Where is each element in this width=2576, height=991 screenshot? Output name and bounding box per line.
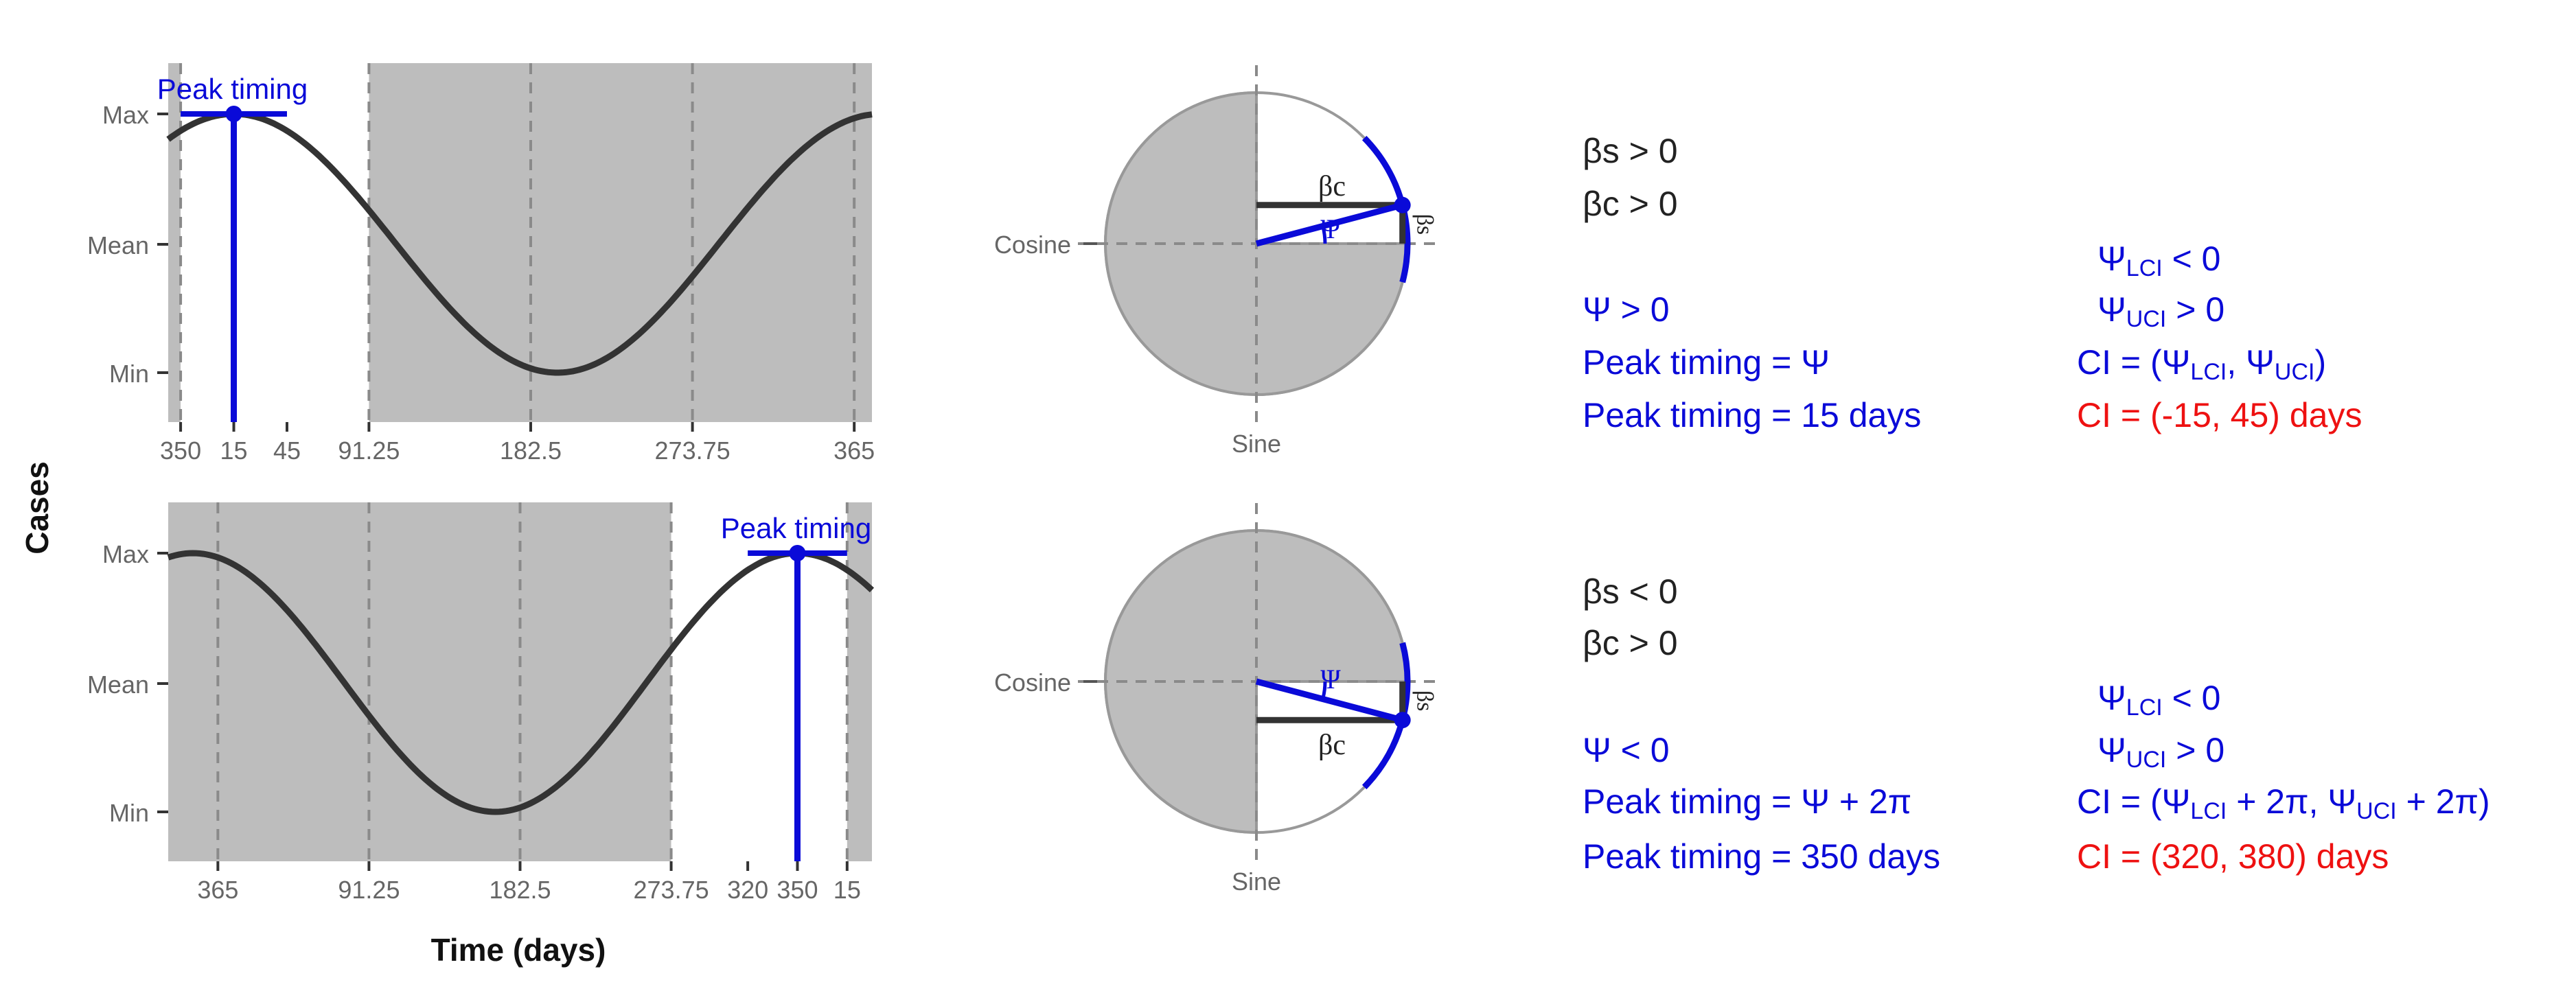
x-axis-title: Time (days) bbox=[431, 932, 606, 968]
beta-c-label: βc bbox=[1318, 730, 1346, 761]
beta-c-condition-bottom: βc > 0 bbox=[1583, 624, 1678, 662]
x-tick-label: 350 bbox=[777, 876, 818, 904]
bottom-phase-circle: Cosine Sine βc Ψβs bbox=[994, 503, 1438, 896]
x-tick-label: 350 bbox=[160, 436, 201, 465]
cosine-axis-label: Cosine bbox=[994, 668, 1071, 697]
seasonal-curve bbox=[167, 550, 875, 815]
peak-formula-top: Peak timing = Ψ bbox=[1583, 343, 1830, 382]
x-tick-label: 15 bbox=[220, 436, 248, 465]
beta-s-condition-bottom: βs < 0 bbox=[1583, 572, 1678, 611]
top-phase-circle: Cosine Sine βc Ψ βs bbox=[994, 65, 1438, 458]
lci-condition-bottom: ΨLCI < 0 bbox=[2097, 679, 2221, 721]
psi-point bbox=[1394, 196, 1411, 213]
x-tick-label: 320 bbox=[727, 876, 768, 904]
psi-angle-arc bbox=[1321, 225, 1327, 244]
uci-condition-top: ΨUCI > 0 bbox=[2097, 290, 2225, 332]
beta-c-label: βc bbox=[1318, 171, 1346, 202]
x-tick-label: 91.25 bbox=[338, 876, 400, 904]
x-tick-label: 365 bbox=[197, 876, 238, 904]
x-tick-label: 273.75 bbox=[634, 876, 709, 904]
y-tick-label: Mean bbox=[87, 671, 149, 699]
beta-c-condition-top: βc > 0 bbox=[1583, 185, 1678, 223]
beta-s-condition-top: βs > 0 bbox=[1583, 132, 1678, 170]
bottom-time-series-panel: Peak timing Max Mean Min 365 91.25 182.5 273.75… bbox=[87, 502, 875, 904]
psi-vector bbox=[1255, 678, 1403, 723]
peak-point bbox=[225, 106, 242, 122]
psi-condition-bottom: Ψ < 0 bbox=[1583, 731, 1670, 769]
ci-formula-bottom: CI = (ΨLCI + 2π, ΨUCI + 2π) bbox=[2077, 782, 2490, 824]
x-tick-label: 273.75 bbox=[655, 436, 731, 465]
psi-angle-arc bbox=[1321, 681, 1327, 700]
x-tick-label: 45 bbox=[273, 436, 301, 465]
x-tick-label: 15 bbox=[833, 876, 861, 904]
x-tick-label: 182.5 bbox=[489, 876, 551, 904]
psi-angle-label: Ψ bbox=[1320, 213, 1341, 244]
x-tick-label: 365 bbox=[833, 436, 875, 465]
sine-axis-label: Sine bbox=[1232, 867, 1281, 896]
peak-point bbox=[789, 545, 806, 561]
sine-axis-label: Sine bbox=[1232, 430, 1281, 458]
y-tick-label: Min bbox=[109, 799, 149, 827]
uci-condition-bottom: ΨUCI > 0 bbox=[2097, 731, 2225, 773]
ci-days-bottom: CI = (320, 380) days bbox=[2077, 837, 2389, 876]
y-tick-label: Max bbox=[102, 540, 149, 568]
ci-formula-top: CI = (ΨLCI, ΨUCI) bbox=[2077, 343, 2327, 385]
seasonal-curve bbox=[166, 110, 873, 376]
top-time-series-panel: Peak timing Max Mean Min 350 15 45 91.25 182.5 27… bbox=[87, 63, 875, 465]
psi-angle-label: Ψ bbox=[1320, 664, 1341, 695]
peak-days-top: Peak timing = 15 days bbox=[1583, 396, 1922, 434]
psi-condition-top: Ψ > 0 bbox=[1583, 290, 1670, 329]
y-tick-label: Mean bbox=[87, 231, 149, 259]
psi-point bbox=[1394, 712, 1411, 729]
peak-timing-label: Peak timing bbox=[157, 73, 308, 105]
x-tick-label: 182.5 bbox=[500, 436, 562, 465]
lci-condition-top: ΨLCI < 0 bbox=[2097, 240, 2221, 281]
ci-days-top: CI = (-15, 45) days bbox=[2077, 396, 2362, 434]
x-tick-label: 91.25 bbox=[338, 436, 400, 465]
peak-days-bottom: Peak timing = 350 days bbox=[1583, 837, 1941, 876]
peak-formula-bottom: Peak timing = Ψ + 2π bbox=[1583, 782, 1912, 821]
cosine-axis-label: Cosine bbox=[994, 231, 1071, 259]
psi-vector bbox=[1255, 202, 1403, 247]
peak-timing-label: Peak timing bbox=[721, 512, 871, 544]
y-tick-label: Min bbox=[109, 360, 149, 388]
beta-s-label: βs bbox=[1412, 214, 1438, 235]
y-axis-title: Cases bbox=[19, 461, 55, 555]
beta-s-label: βs bbox=[1412, 690, 1438, 712]
y-tick-label: Max bbox=[102, 101, 149, 129]
